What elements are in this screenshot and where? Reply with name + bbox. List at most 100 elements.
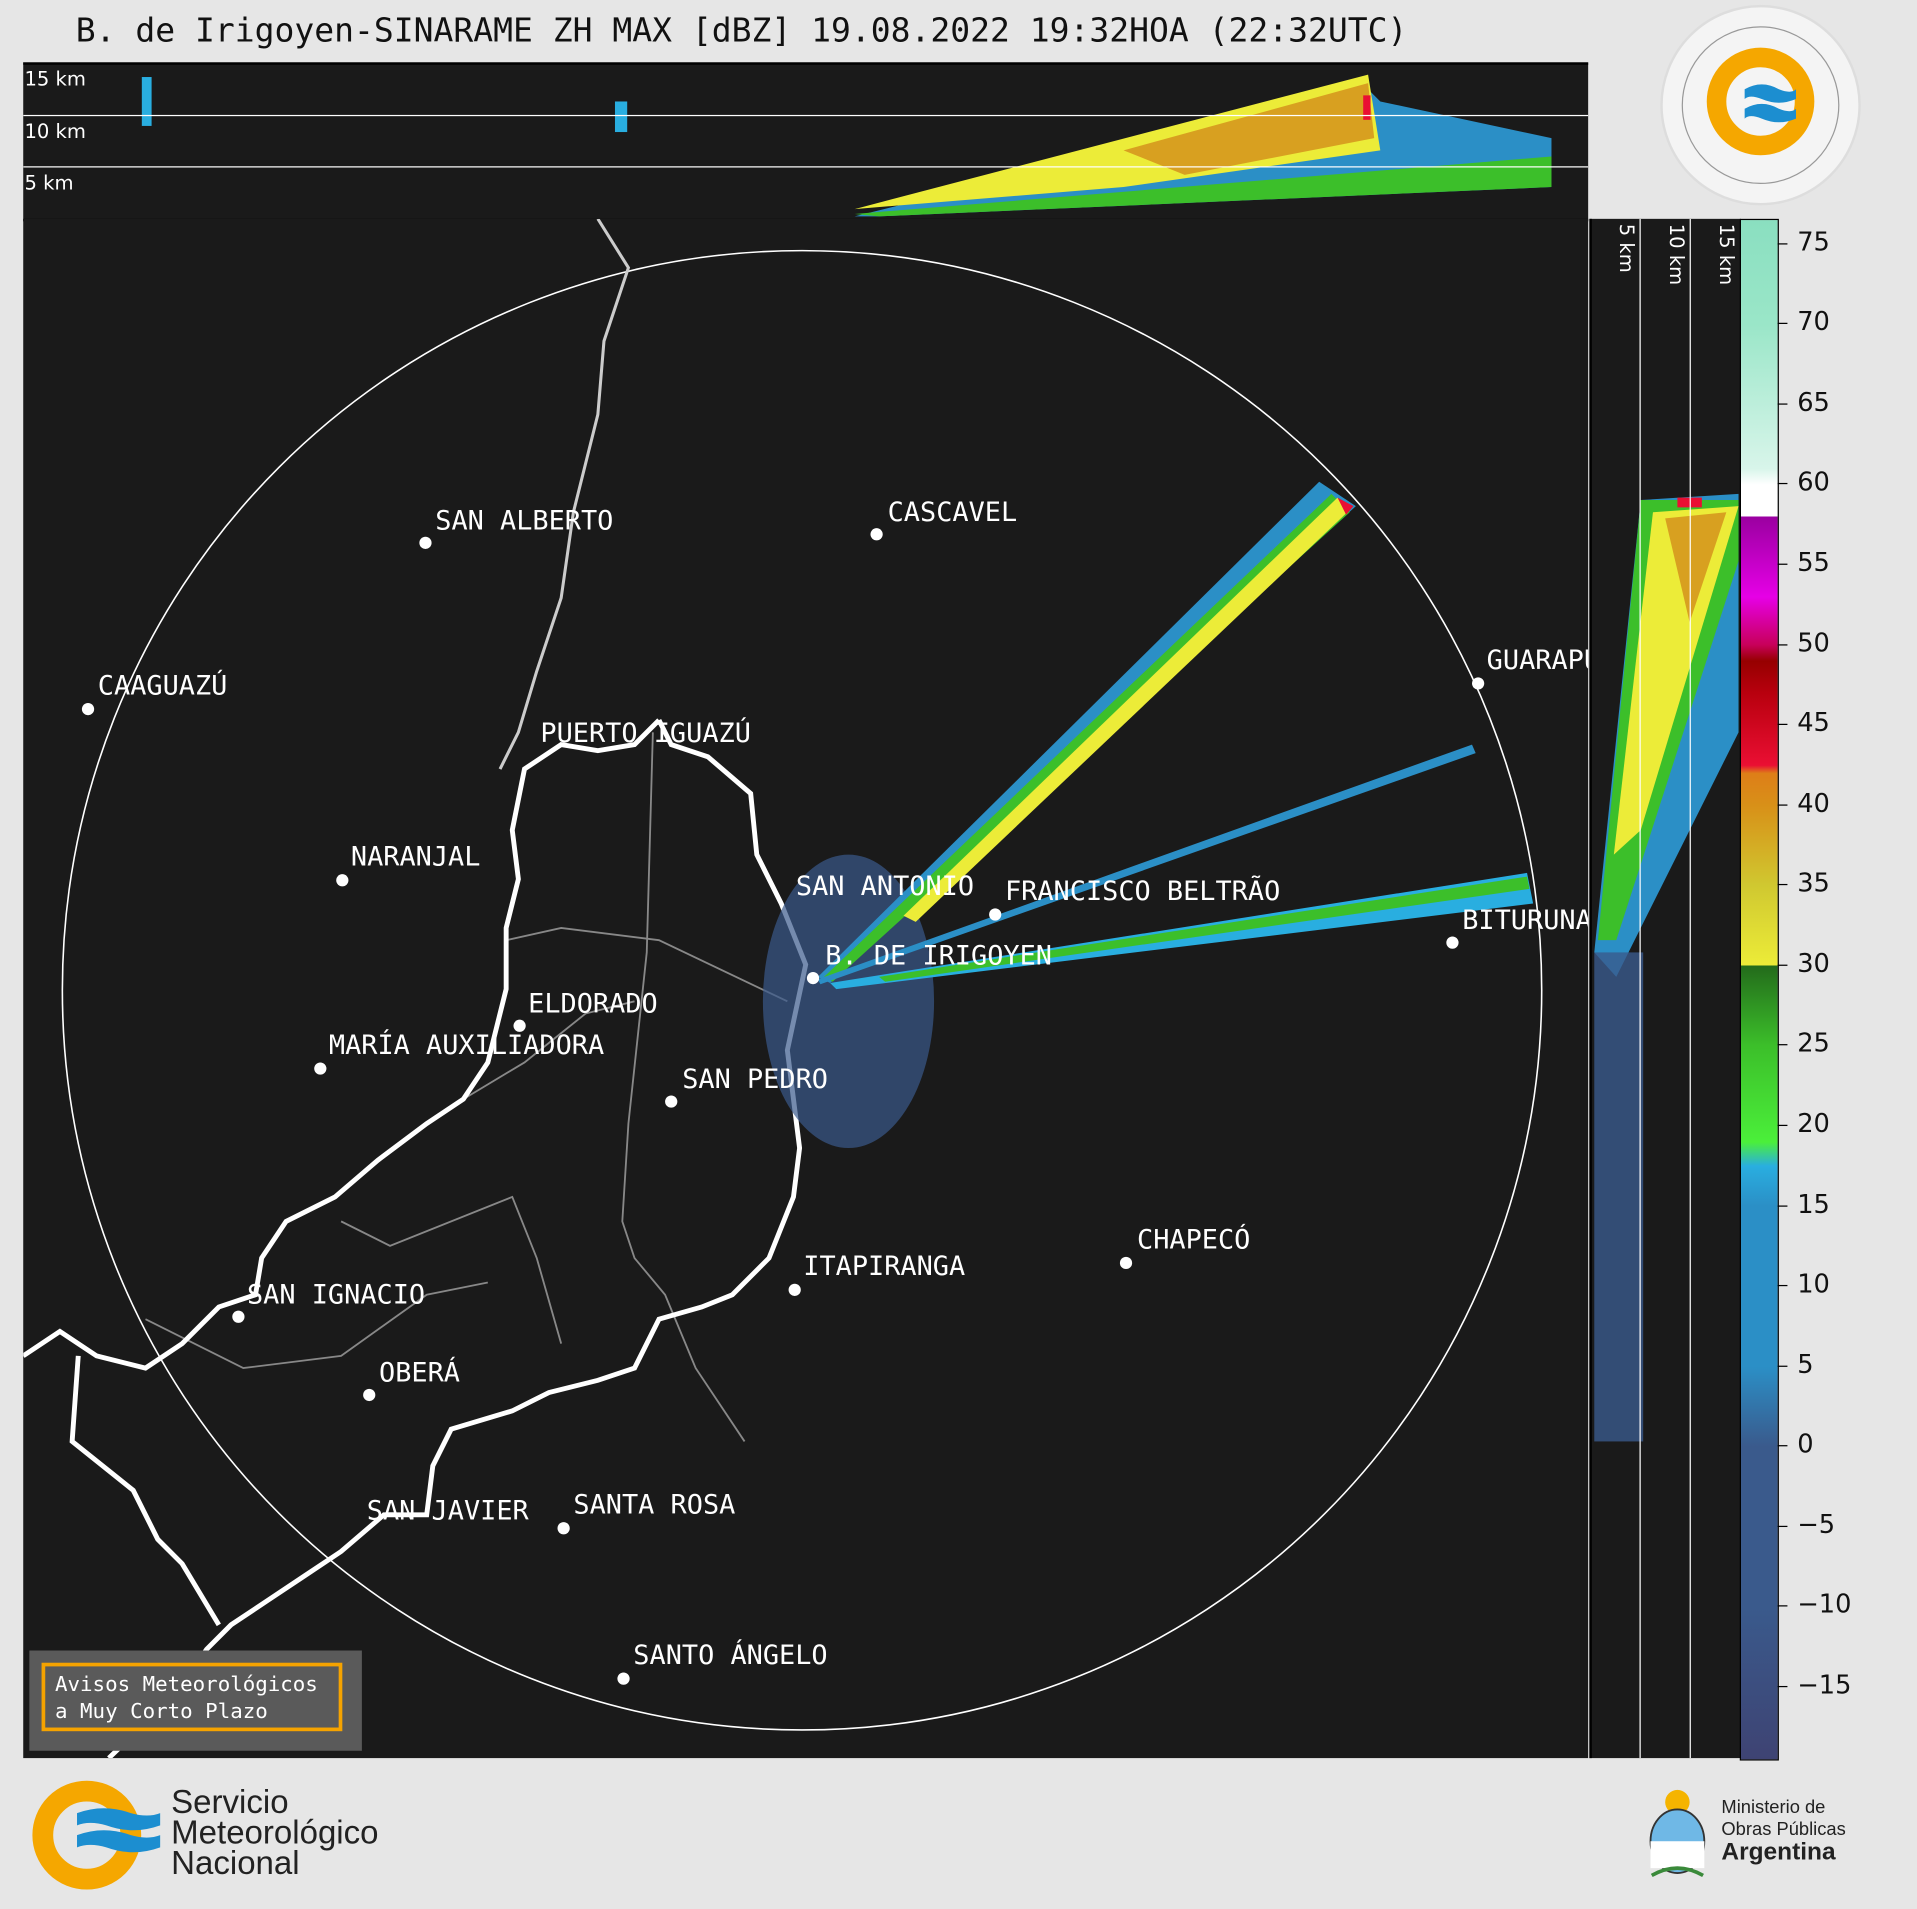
city-dot [1446,936,1459,949]
city-dot [363,1388,376,1402]
colorbar-tick-label: 25 [1797,1028,1830,1059]
colorbar-tick-label: 55 [1797,547,1830,578]
radar-echoes [762,481,1534,1149]
side-cross-section: 5 km 10 km 15 km [1589,218,1741,1759]
legend-line: Avisos Meteorológicos [55,1672,318,1697]
city-dot [336,874,349,887]
argentina-coat-of-arms-icon [1649,1789,1706,1878]
city-label: MARÍA AUXILIADORA [328,1030,605,1062]
colorbar-tick-label: 0 [1797,1429,1814,1459]
country-border [23,718,661,1371]
colorbar-tick [1777,1044,1788,1046]
city-label: ELDORADO [528,989,658,1020]
city-dot [1119,1256,1133,1270]
city-label: CASCAVEL [887,497,1018,529]
radar-map[interactable]: SAN ALBERTO CASCAVEL CAAGUAZÚ GUARAPUAVA… [23,218,1589,1759]
colorbar-tick [1777,643,1788,645]
city-label: SAN PEDRO [682,1064,828,1096]
height-line-10km [1689,218,1691,1759]
colorbar-tick [1777,723,1788,726]
city-label: FRANCISCO BELTRÃO [1004,876,1281,908]
city-label: OBERÁ [379,1358,460,1389]
colorbar-tick [1777,403,1788,405]
country-border [69,1355,221,1627]
city-label: B. DE IRIGOYEN [825,941,1052,972]
colorbar-tick-label: 10 [1797,1269,1830,1299]
colorbar-tick [1777,1365,1788,1367]
colorbar-tick [1777,323,1788,325]
colorbar-tick [1777,483,1788,485]
city-dot [232,1310,245,1323]
height-label: 5 km [24,171,74,195]
ministry-line: Argentina [1721,1838,1836,1866]
city-dot [665,1095,678,1108]
colorbar-tick [1777,884,1788,886]
warnings-link[interactable]: Avisos Meteorológicos a Muy Corto Plazo [29,1650,362,1751]
colorbar-tick [1777,1124,1788,1126]
colorbar-tick-label: 50 [1797,627,1830,658]
colorbar-tick-label: 70 [1797,307,1830,337]
city-label: SAN ALBERTO [435,506,614,537]
side-echoes [1594,493,1739,1442]
colorbar-tick-label: 75 [1797,227,1830,257]
colorbar-tick [1777,804,1788,806]
river [498,218,631,770]
city-label: ITAPIRANGA [803,1251,966,1283]
city-label: NARANJAL [350,842,481,873]
colorbar-tick-label: 35 [1797,868,1830,898]
colorbar-tick [1777,1525,1788,1527]
colorbar-tick [1777,1285,1788,1287]
city-dot [314,1062,327,1075]
height-label: 10 km [24,119,86,144]
city-dot [989,908,1002,921]
city-label: CHAPECÓ [1137,1225,1251,1256]
city-label: CAAGUAZÚ [97,671,228,702]
city-label: SANTA ROSA [573,1490,736,1521]
height-line-10km [23,114,1589,117]
colorbar-tick-label: −5 [1797,1509,1836,1540]
top-echoes [141,74,1552,217]
chart-title: B. de Irigoyen-SINARAME ZH MAX [dBZ] 19.… [75,12,1408,51]
city-dot [617,1672,630,1685]
colorbar-tick [1777,1445,1788,1447]
city-label: PUERTO IGUAZÚ [540,718,751,750]
city-dot [81,702,95,716]
colorbar-tick-label: 60 [1797,467,1830,497]
city-dot [870,528,883,541]
colorbar-tick-label: 30 [1797,948,1830,978]
map-layers [23,218,1543,1759]
height-line-5km [23,166,1589,168]
colorbar [1739,218,1779,1761]
city-label: SAN ANTONIO [795,871,975,903]
ministry-wordmark: Ministerio de Obras Públicas Argentina [1721,1797,1845,1865]
height-label: 5 km [1615,223,1639,273]
colorbar-tick-label: −10 [1797,1589,1852,1620]
smn-seal-logo [1660,4,1861,206]
colorbar-tick-label: 5 [1797,1349,1814,1379]
province-borders [145,732,788,1442]
colorbar-tick-label: 40 [1797,788,1830,818]
top-cross-section: 15 km 10 km 5 km [23,62,1589,222]
country-border [107,719,809,1759]
height-label: 15 km [24,67,86,91]
smn-line: Meteorológico [171,1814,379,1852]
smn-line: Servicio [171,1783,289,1821]
city-label: SAN IGNACIO [246,1280,426,1311]
smn-wordmark: Servicio Meteorológico Nacional [171,1783,379,1880]
colorbar-tick [1777,563,1788,565]
legend-line: a Muy Corto Plazo [55,1699,268,1724]
city-dot [419,536,432,549]
colorbar-tick [1777,1204,1788,1207]
colorbar-tick-label: 65 [1797,387,1830,417]
height-line-5km [1639,218,1641,1759]
colorbar-tick [1777,964,1788,966]
colorbar-tick [1777,1685,1788,1688]
colorbar-tick-label: −15 [1797,1670,1852,1700]
height-label: 10 km [1665,223,1689,286]
colorbar-tick-label: 45 [1797,708,1830,738]
colorbar-tick [1777,1605,1788,1607]
city-label: SAN JAVIER [366,1496,529,1528]
colorbar-tick-label: 20 [1797,1108,1830,1139]
city-dot [806,971,820,985]
city-dot [557,1522,570,1535]
